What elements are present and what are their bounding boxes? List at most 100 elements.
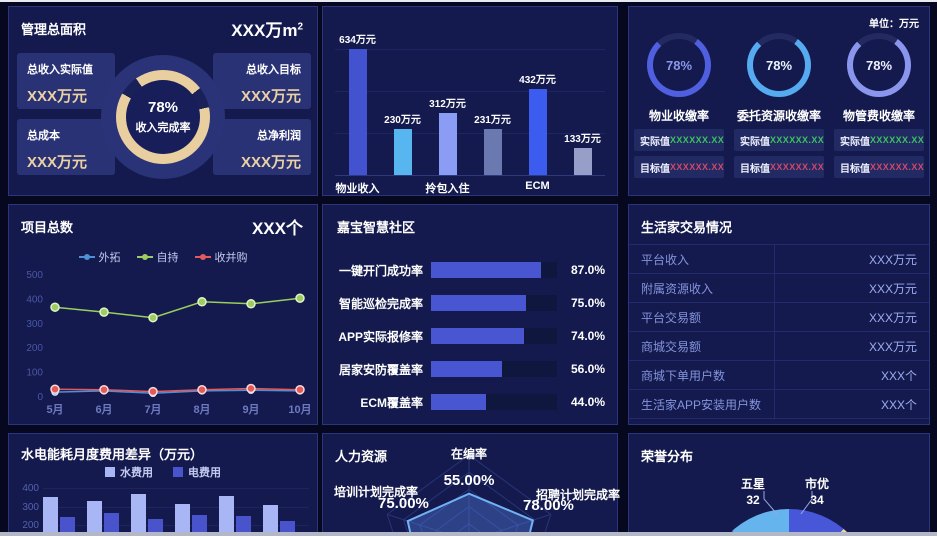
bar-value-label: 312万元 [429,98,466,110]
bar-slot: 634万元 [335,31,380,175]
screen-edge-top [0,0,937,2]
panel-honor-distribution: 荣誉分布 五星 32 市优 34 [628,433,930,536]
panel-management-area: 管理总面积 XXX万m2 总收入实际值 XXX万元 总收入目标 XXX万元 总成本 XXX… [8,6,318,196]
radar-axis-top-label: 在编率 [450,447,487,461]
svg-text:5月: 5月 [46,403,63,416]
x-axis-line [335,175,605,176]
bar [192,514,207,536]
stat-value: XXX万元 [27,154,88,171]
row-value: XXX万元 [868,252,917,267]
projects-line-chart: 500 400 300 200 100 05月 6月 7月 8月 9月 10月 [26,270,311,416]
gauge-actual-label: 实际值 [640,136,670,148]
community-metric-value: 87.0% [570,263,605,277]
bar [219,496,234,536]
gridline [335,91,605,92]
gauges-row: 78% 物业收缴率 实际值 XXXXXX.XX 目标值 XXXXXX.XX 78% 委托资源收… [629,33,929,178]
legend-item-水费用[interactable]: 水费用 [105,464,153,480]
bar [573,148,592,175]
pie-callout-five-star: 五星 32 [729,475,777,507]
panel-project-total: 项目总数 XXX个 外拓 自持 收并购 500 400 300 200 100 0 5月 6月 7月… [8,204,318,425]
gauge-actual-value: XXXXXX.XX [870,135,925,145]
table-row: 商城下单用户数 XXX个 [629,361,929,390]
community-metric-value: 74.0% [570,329,605,343]
line-chart-legend: 外拓 自持 收并购 [9,249,317,265]
bar-fill [431,394,487,410]
bar [348,49,367,175]
legend-label: 收并购 [214,252,248,264]
gauge-label: 物业收缴率 [648,109,709,123]
gauge-ring: 78% [647,33,711,97]
legend-item-自持[interactable]: 自持 [136,249,179,265]
panel-title: 管理总面积 [21,22,87,37]
legend-label: 水费用 [120,467,153,479]
bar [131,493,146,536]
table-row: 平台交易额 XXX万元 [629,303,929,332]
stat-label: 总收入目标 [246,64,301,76]
legend-item-电费用[interactable]: 电费用 [173,464,221,480]
bar-value-label: 634万元 [339,35,376,46]
bar-category-label: 物业收入 [335,183,380,195]
bar-slot: 133万元 [560,31,605,175]
pie-callout-value: 32 [746,493,760,507]
revenue-bar-chart: 634万元 230万元 312万元 231万元 432万元 133万元 [335,31,605,175]
table-row: 附属资源收入 XXX万元 [629,274,929,303]
bar-fill [431,361,502,377]
panel-collection-gauges: 单位：万元 78% 物业收缴率 实际值 XXXXXX.XX 目标值 XXXXXX.XX 78… [628,6,930,196]
y-tick-label: 400 [22,483,39,494]
panel-smart-community: 嘉宝智慧社区 一键开门成功率 87.0% 智能巡检完成率 75.0% APP实际报修率 7… [322,204,618,425]
project-total-value: XXX个 [251,219,303,238]
bar-fill [431,295,526,311]
community-row: APP实际报修率 74.0% [335,321,605,351]
legend-item-收并购[interactable]: 收并购 [194,249,248,265]
bar [175,503,190,536]
gauge-target-row: 目标值 XXXXXX.XX [734,156,824,178]
svg-text:100: 100 [26,368,43,379]
svg-text:0: 0 [37,392,43,403]
bar-category-label: 拎包入住 [425,183,470,195]
legend-swatch [173,467,183,477]
community-metric-value: 75.0% [570,296,605,310]
bar-track [431,361,557,377]
svg-text:400: 400 [26,294,43,305]
gauge-actual-value: XXXXXX.XX [670,135,725,145]
bar-fill [431,328,525,344]
gauge-target-label: 目标值 [840,163,870,175]
hr-radar-chart [386,454,552,536]
row-value: XXX个 [880,397,917,412]
legend-swatch [105,467,115,477]
bar-slot: 231万元 [470,31,515,175]
bar-slot: 432万元 [515,31,560,175]
panel-title: 生活家交易情况 [641,220,733,235]
stat-value: XXX万元 [240,88,301,105]
bar-slot: 230万元 [380,31,425,175]
panel-human-resources: 人力资源 在编率 55.00% 培训计划完成率 75.00% 招聘计划完成率 7… [322,433,621,536]
gauge-actual-row: 实际值 XXXXXX.XX [834,129,924,151]
svg-text:9月: 9月 [242,403,259,416]
pie-callout-city-best: 市优 34 [793,475,841,507]
income-donut-chart: 78% 收入完成率 [101,55,225,179]
community-row: 一键开门成功率 87.0% [335,255,605,285]
panel-title: 荣誉分布 [641,449,694,464]
table-row: 平台收入 XXX万元 [629,245,929,274]
unit-label: 单位：万元 [869,19,919,30]
row-label: 附属资源收入 [641,281,714,296]
legend-item-外拓[interactable]: 外拓 [78,249,121,265]
stat-box: 总净利润 XXX万元 [213,119,311,175]
gauge-actual-row: 实际值 XXXXXX.XX [634,129,724,151]
bar [148,518,163,536]
bar [393,129,412,175]
bar-track [431,262,557,278]
community-metric-label: APP实际报修率 [338,329,423,344]
radar-axis-left-value: 75.00% [378,495,429,512]
y-tick-label: 200 [22,520,39,531]
bar [483,128,502,175]
gauge: 78% 物业收缴率 实际值 XXXXXX.XX 目标值 XXXXXX.XX [629,33,729,178]
radar-axis-right-label: 招聘计划完成率 [536,488,621,502]
bar-category-label [380,180,425,196]
panel-utility-cost: 水电能耗月度费用差异（万元） 水费用 电费用 400 300 200 [8,433,318,536]
gauge-label: 委托资源收缴率 [736,109,821,123]
gauge: 78% 委托资源收缴率 实际值 XXXXXX.XX 目标值 XXXXXX.XX [729,33,829,178]
community-metric-value: 44.0% [570,395,605,409]
panel-title: 人力资源 [335,449,388,464]
